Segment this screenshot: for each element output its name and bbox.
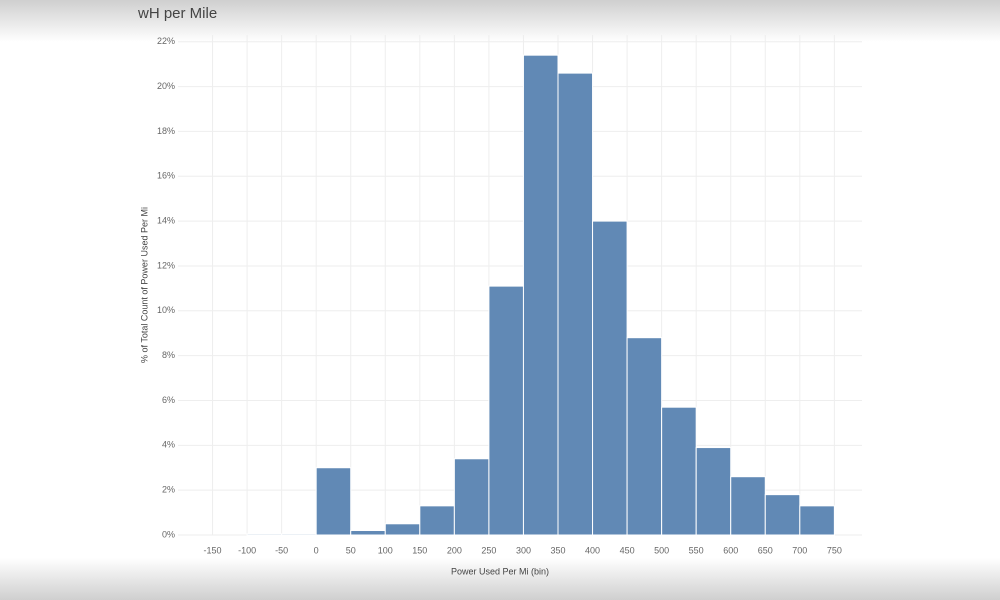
x-tick-label: 500 xyxy=(654,545,669,555)
x-tick-label: 600 xyxy=(723,545,738,555)
x-tick-label: 200 xyxy=(447,545,462,555)
x-tick-label: 450 xyxy=(620,545,635,555)
bar xyxy=(695,447,732,536)
x-tick-label: 700 xyxy=(792,545,807,555)
y-tick-label: 8% xyxy=(162,350,175,360)
x-tick-label: 400 xyxy=(585,545,600,555)
y-tick-label: 16% xyxy=(157,171,175,181)
y-tick-label: 20% xyxy=(157,81,175,91)
y-tick-label: 0% xyxy=(162,529,175,539)
bar xyxy=(799,505,835,536)
x-axis-label: Power Used Per Mi (bin) xyxy=(451,566,549,576)
x-tick-label: -100 xyxy=(238,545,256,555)
y-tick-label: 22% xyxy=(157,36,175,46)
bar xyxy=(661,406,697,536)
x-tick-label: 750 xyxy=(827,545,842,555)
x-tick-label: -50 xyxy=(275,545,288,555)
bar xyxy=(246,533,283,536)
y-tick-label: 2% xyxy=(162,485,175,495)
bar xyxy=(626,337,663,536)
bar xyxy=(557,72,594,536)
y-tick-label: 18% xyxy=(157,126,175,136)
chart-title: wH per Mile xyxy=(137,5,217,22)
x-tick-label: 550 xyxy=(689,545,704,555)
x-tick-label: 0 xyxy=(314,545,319,555)
bar xyxy=(453,458,490,536)
bar xyxy=(764,494,801,536)
bar xyxy=(730,476,766,536)
y-tick-label: 12% xyxy=(157,260,175,270)
bar xyxy=(315,467,352,536)
x-tick-label: 50 xyxy=(346,545,356,555)
y-axis-label: % of Total Count of Power Used Per Mi xyxy=(139,207,149,363)
bar xyxy=(522,54,559,536)
x-tick-label: 150 xyxy=(412,545,427,555)
x-tick-label: 250 xyxy=(481,545,496,555)
bar xyxy=(281,533,317,536)
bar xyxy=(488,285,524,536)
x-tick-label: 350 xyxy=(550,545,565,555)
bar xyxy=(592,220,628,536)
bar xyxy=(384,523,421,536)
y-tick-label: 14% xyxy=(157,215,175,225)
x-tick-label: 100 xyxy=(378,545,393,555)
y-tick-label: 6% xyxy=(162,395,175,405)
x-tick-label: -150 xyxy=(204,545,222,555)
bar xyxy=(350,530,386,536)
y-tick-label: 4% xyxy=(162,440,175,450)
y-tick-label: 10% xyxy=(157,305,175,315)
x-tick-label: 650 xyxy=(758,545,773,555)
bar xyxy=(419,505,455,536)
x-tick-label: 300 xyxy=(516,545,531,555)
